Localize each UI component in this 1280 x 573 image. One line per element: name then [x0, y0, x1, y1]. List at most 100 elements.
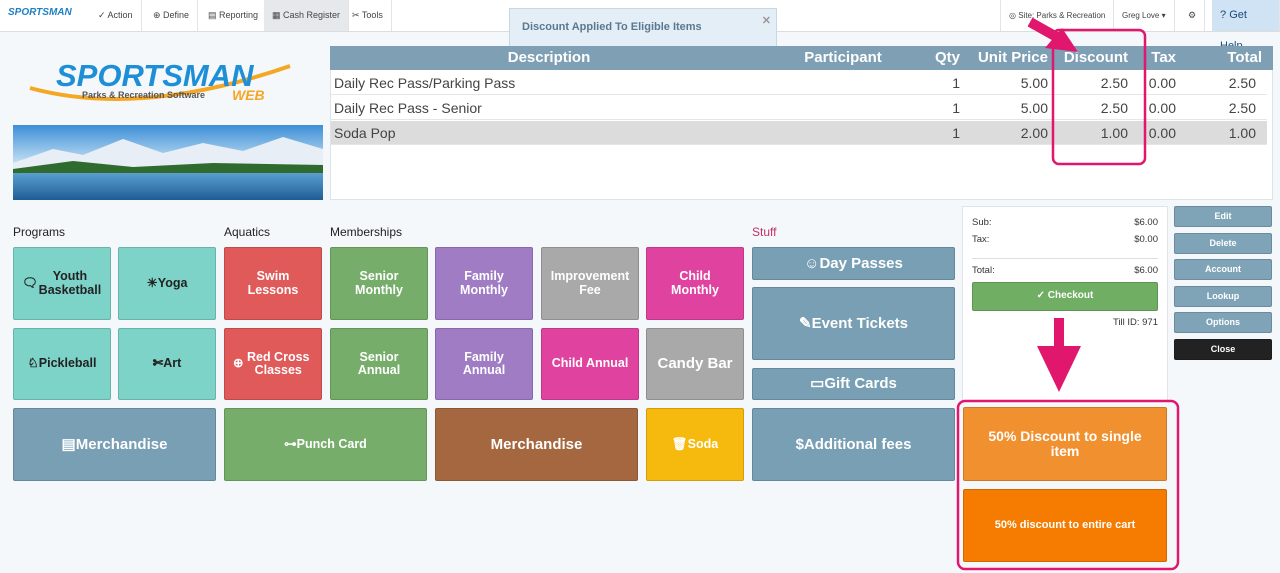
menu-button[interactable]: ⊶ Punch Card: [224, 408, 427, 481]
discount-button[interactable]: 50% discount to entire cart: [963, 489, 1167, 562]
summary-value: $6.00: [1134, 217, 1158, 228]
button-label: Child Monthly: [671, 269, 719, 297]
menu-button[interactable]: ▭ Gift Cards: [752, 368, 955, 400]
button-label: Family Monthly: [460, 269, 508, 297]
button-label: Youth Basketball: [38, 269, 102, 297]
action-button[interactable]: Close: [1174, 339, 1272, 360]
till-id: Till ID: 971: [1112, 317, 1158, 328]
menu-button[interactable]: Swim Lessons: [224, 247, 322, 320]
cart-cell: Daily Rec Pass/Parking Pass: [334, 75, 516, 91]
nav-label: Define: [163, 10, 190, 20]
menu-button[interactable]: 🗨 Youth Basketball: [13, 247, 111, 320]
toast-text: Discount Applied To Eligible Items: [522, 21, 702, 33]
menu-button[interactable]: 🗑 Soda: [646, 408, 744, 481]
nav-item[interactable]: ✂ Tools: [344, 0, 392, 31]
menu-button[interactable]: Family Monthly: [435, 247, 533, 320]
action-button[interactable]: Edit: [1174, 206, 1272, 227]
menu-button[interactable]: ✄ Art: [118, 328, 216, 400]
button-label: Child Annual: [551, 356, 629, 371]
nav-settings[interactable]: ⚙: [1180, 0, 1206, 31]
button-label: Merchandise: [490, 435, 583, 453]
cart-cell: Daily Rec Pass - Senior: [334, 100, 482, 116]
menu-button[interactable]: ✎ Event Tickets: [752, 287, 955, 360]
button-label: Red Cross Classes: [246, 349, 310, 377]
discount-button[interactable]: 50% Discount to single item: [963, 407, 1167, 481]
button-label: Soda: [687, 436, 719, 451]
cart-cell: 0.00: [1148, 125, 1176, 141]
menu-button[interactable]: Child Monthly: [646, 247, 744, 320]
menu-button[interactable]: Child Annual: [541, 328, 639, 400]
nav-item[interactable]: ⊕ Define: [145, 0, 199, 31]
cart-cell: 2.00: [1020, 125, 1048, 141]
cart-cell: 1: [952, 125, 960, 141]
button-label: Improvement Fee: [550, 269, 630, 297]
action-button[interactable]: Options: [1174, 312, 1272, 333]
brand-tagline: Parks & Recreation Software: [82, 90, 205, 100]
action-button[interactable]: Delete: [1174, 233, 1272, 254]
cart-cell: 2.50: [1228, 100, 1256, 116]
cart-cell: 0.00: [1148, 75, 1176, 91]
cart-cell: 5.00: [1020, 100, 1048, 116]
summary-value: $6.00: [1134, 265, 1158, 276]
nav-item[interactable]: ▦ Cash Register: [264, 0, 350, 31]
menu-button[interactable]: Merchandise: [435, 408, 638, 481]
summary-label: Total:: [972, 265, 995, 276]
menu-button[interactable]: Improvement Fee: [541, 247, 639, 320]
button-label: Swim Lessons: [247, 269, 299, 297]
menu-button[interactable]: Candy Bar: [646, 328, 744, 400]
summary-divider: [972, 258, 1158, 259]
action-button[interactable]: Account: [1174, 259, 1272, 280]
button-label: Additional fees: [803, 435, 912, 453]
menu-button[interactable]: Family Annual: [435, 328, 533, 400]
nav-label: Site: Parks & Recreation: [1018, 11, 1106, 20]
menu-button[interactable]: ☺ Day Passes: [752, 247, 955, 280]
menu-button[interactable]: ♘ Pickleball: [13, 328, 111, 400]
group-label: Memberships: [330, 225, 403, 239]
menu-button[interactable]: ☀ Yoga: [118, 247, 216, 320]
brand-logo: SPORTSMAN Parks & Recreation Software WE…: [29, 58, 291, 103]
column-header: Unit Price: [977, 49, 1048, 66]
button-label: Yoga: [157, 275, 188, 290]
column-header: Discount: [1063, 49, 1128, 66]
button-label: Family Annual: [462, 349, 506, 377]
button-label: Pickleball: [38, 356, 97, 371]
action-button[interactable]: Lookup: [1174, 286, 1272, 307]
button-label: Art: [163, 356, 182, 371]
cart-cell: 0.00: [1148, 100, 1176, 116]
nav-label: Action: [107, 10, 133, 20]
column-header: Tax: [1151, 49, 1176, 66]
nav-user[interactable]: Greg Love ▾: [1114, 0, 1175, 31]
nav-help[interactable]: ? Get Help: [1212, 0, 1280, 52]
nav-logo[interactable]: SPORTSMAN: [8, 7, 72, 18]
menu-button[interactable]: Senior Monthly: [330, 247, 428, 320]
button-label: Punch Card: [296, 436, 367, 451]
nav-site[interactable]: ◎ Site: Parks & Recreation: [1000, 0, 1115, 31]
cart-cell: 1: [952, 75, 960, 91]
cart-cell: 1: [952, 100, 960, 116]
button-label: Senior Monthly: [355, 269, 403, 297]
nav-label: Cash Register: [283, 10, 341, 20]
brand-sub: WEB: [232, 87, 265, 103]
menu-button[interactable]: ⊕ Red Cross Classes: [224, 328, 322, 400]
nav-label: Tools: [361, 10, 383, 20]
column-header: Total: [1227, 49, 1262, 66]
checkout-button[interactable]: ✓ Checkout: [972, 282, 1158, 311]
cart-cell: 1.00: [1228, 125, 1256, 141]
column-header: Description: [507, 49, 591, 66]
menu-button[interactable]: ▤ Merchandise: [13, 408, 216, 481]
brand-name: SPORTSMAN: [56, 58, 254, 93]
cart-cell: 2.50: [1228, 75, 1256, 91]
cart-cell: 1.00: [1100, 125, 1128, 141]
nav-item[interactable]: ▤ Reporting: [200, 0, 268, 31]
button-label: Checkout: [1047, 290, 1094, 302]
summary-value: $0.00: [1134, 234, 1158, 245]
group-label: Aquatics: [224, 225, 271, 239]
toast-close[interactable]: ✕: [761, 15, 771, 27]
banner-image: [13, 125, 323, 200]
nav-label: Reporting: [219, 10, 259, 20]
nav-item[interactable]: ✓ Action: [90, 0, 142, 31]
button-label: Event Tickets: [811, 314, 909, 332]
menu-button[interactable]: $ Additional fees: [752, 408, 955, 481]
menu-button[interactable]: Senior Annual: [330, 328, 428, 400]
